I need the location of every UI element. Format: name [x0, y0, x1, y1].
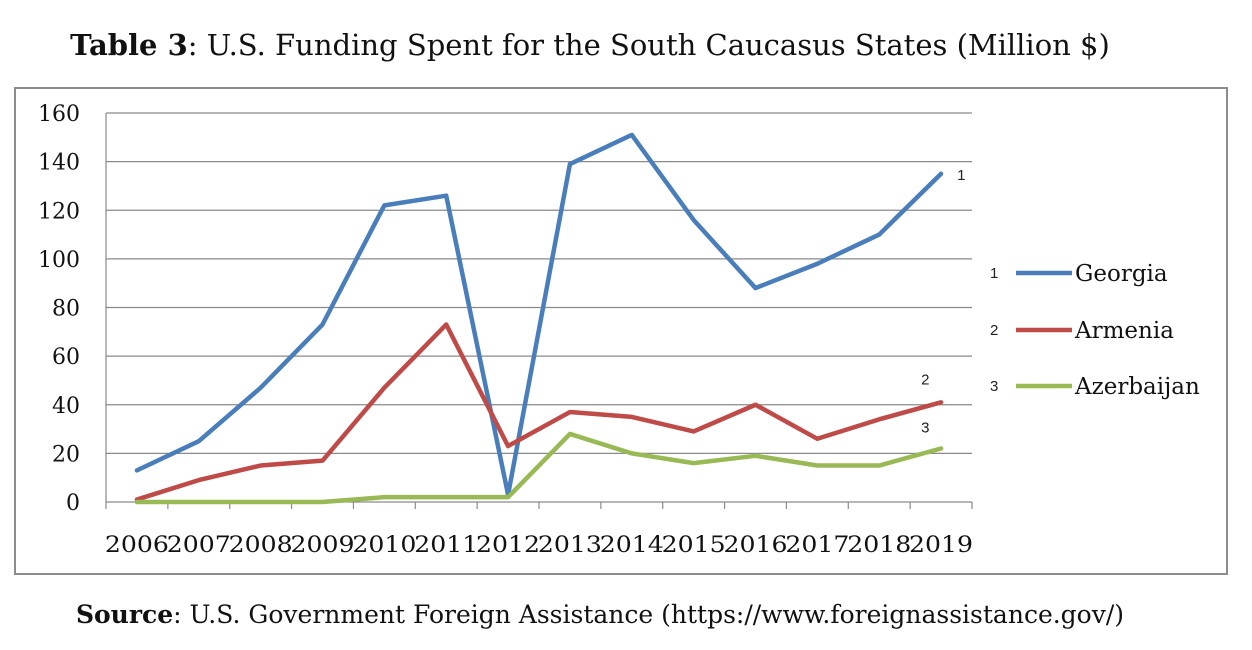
y-tick-label: 160 [38, 102, 80, 127]
x-tick-label: 2011 [414, 533, 478, 558]
y-tick-label: 80 [52, 297, 80, 322]
series-end-label: 3 [921, 420, 929, 437]
x-tick-label: 2009 [291, 533, 355, 558]
x-axis [105, 113, 973, 509]
series-lines [134, 132, 944, 505]
x-tick-label: 2019 [909, 533, 973, 558]
x-tick-label: 2006 [105, 533, 169, 558]
series-end-label: 2 [921, 371, 929, 388]
x-tick-label: 2017 [785, 533, 849, 558]
x-tick-label: 2016 [724, 533, 788, 558]
gridlines [106, 112, 972, 454]
legend-marker: 2 [990, 322, 998, 339]
legend-label: Armenia [1074, 318, 1174, 344]
legend: 1 Georgia 2 Armenia 3 Azerbaijan [990, 261, 1200, 400]
chart-title: Table 3: U.S. Funding Spent for the Sout… [0, 28, 1180, 62]
y-tick-label: 20 [52, 442, 80, 467]
x-tick-label: 2015 [662, 533, 726, 558]
series-line-azerbaijan [134, 431, 944, 505]
legend-marker: 1 [990, 265, 998, 282]
x-tick-label: 2012 [476, 533, 540, 558]
y-tick-label: 40 [52, 394, 80, 419]
y-axis-ticks: 0 20 40 60 80 100 120 140 160 [38, 102, 80, 516]
source-note: Source: U.S. Government Foreign Assistan… [0, 600, 1200, 629]
legend-label: Georgia [1075, 261, 1168, 287]
series-end-labels: 1 2 3 [921, 167, 965, 437]
x-tick-label: 2007 [167, 533, 231, 558]
x-tick-label: 2013 [538, 533, 602, 558]
y-tick-label: 60 [52, 345, 80, 370]
y-tick-label: 120 [38, 199, 80, 224]
y-tick-label: 0 [66, 491, 80, 516]
series-line-georgia [134, 132, 944, 497]
title-text: : U.S. Funding Spent for the South Cauca… [187, 28, 1110, 62]
source-text: : U.S. Government Foreign Assistance (ht… [173, 600, 1125, 629]
chart-frame [14, 87, 1228, 575]
x-tick-label: 2014 [600, 533, 664, 558]
x-axis-ticks: 2006200720082009201020112012201320142015… [105, 533, 973, 558]
y-tick-label: 140 [38, 151, 80, 176]
series-end-label: 1 [957, 167, 965, 184]
source-label: Source [75, 600, 174, 629]
series-line-armenia [134, 322, 944, 502]
legend-marker: 3 [990, 378, 998, 395]
title-label: Table 3 [70, 28, 188, 62]
x-tick-label: 2010 [352, 533, 416, 558]
x-tick-label: 2008 [229, 533, 293, 558]
y-tick-label: 100 [38, 248, 80, 273]
legend-label: Azerbaijan [1074, 374, 1200, 400]
x-tick-label: 2018 [847, 533, 911, 558]
